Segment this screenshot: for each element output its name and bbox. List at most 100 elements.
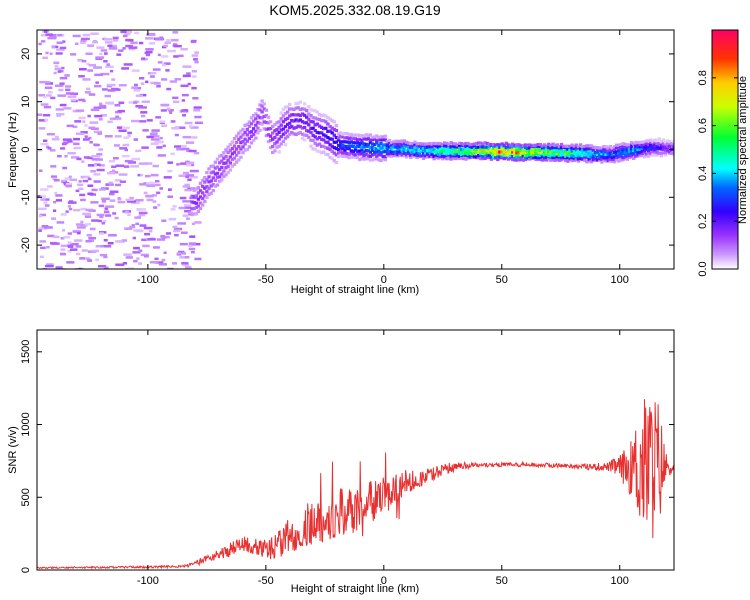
noise-cell	[47, 185, 53, 188]
ridge-cell	[583, 155, 587, 159]
ridge-cell	[640, 150, 644, 154]
ridge-cell	[651, 149, 655, 154]
ridge-cell	[564, 159, 568, 163]
noise-cell	[105, 183, 109, 186]
noise-cell	[168, 188, 172, 191]
snr-series-line	[37, 399, 674, 570]
noise-cell	[50, 149, 56, 152]
ridge-cell	[358, 145, 362, 149]
ridge-cell	[612, 145, 617, 149]
ridge-cell	[222, 156, 226, 160]
ridge-cell	[400, 147, 404, 151]
ridge-cell	[343, 131, 347, 135]
noise-cell	[124, 210, 129, 214]
noise-cell	[50, 165, 57, 168]
ridge-cell	[205, 178, 209, 182]
ridge-cell	[585, 147, 589, 151]
ridge-cell	[578, 149, 583, 153]
ridge-cell	[207, 192, 211, 197]
ridge-cell	[419, 142, 424, 146]
ridge-cell	[336, 147, 341, 152]
ridge-cell	[421, 153, 426, 157]
noise-cell	[69, 248, 78, 251]
ridge-cell	[506, 152, 511, 157]
noise-cell	[44, 86, 53, 89]
noise-cell	[104, 135, 113, 138]
ridge-cell	[262, 127, 266, 131]
ridge-cell	[400, 152, 404, 157]
ridge-cell	[528, 153, 532, 157]
noise-cell	[113, 157, 119, 160]
ridge-cell	[332, 146, 336, 150]
ridge-cell	[305, 109, 309, 113]
noise-cell	[163, 235, 170, 239]
noise-cell	[163, 251, 167, 254]
ridge-cell	[215, 171, 220, 175]
ridge-cell	[285, 129, 290, 133]
ridge-cell	[466, 154, 470, 158]
ridge-cell	[271, 131, 275, 135]
ridge-cell	[629, 151, 634, 155]
ridge-cell	[481, 155, 485, 159]
noise-cell	[40, 103, 49, 106]
ridge-cell	[302, 133, 307, 137]
ridge-cell	[309, 126, 313, 130]
ridge-cell	[409, 144, 413, 148]
ridge-cell	[498, 143, 502, 147]
noise-cell	[93, 163, 101, 166]
noise-cell	[177, 222, 186, 225]
noise-cell	[167, 161, 174, 164]
noise-cell	[93, 66, 102, 69]
noise-cell	[55, 199, 63, 202]
ridge-cell	[615, 146, 619, 150]
ridge-cell	[547, 150, 551, 154]
ridge-cell	[521, 150, 525, 155]
ridge-cell	[536, 156, 540, 160]
noise-cell	[54, 191, 58, 195]
ridge-cell	[534, 148, 538, 152]
noise-cell	[133, 246, 140, 250]
ridge-cell	[568, 144, 572, 148]
ridge-cell	[494, 143, 498, 147]
ridge-cell	[498, 150, 502, 154]
ridge-cell	[243, 142, 247, 146]
ridge-cell	[215, 183, 220, 187]
ridge-cell	[595, 150, 600, 154]
noise-cell	[62, 229, 66, 232]
ridge-cell	[606, 152, 610, 157]
ridge-cell	[440, 154, 445, 158]
noise-cell	[38, 127, 46, 130]
noise-cell	[67, 95, 77, 98]
ridge-cell	[353, 137, 358, 141]
noise-cell	[191, 70, 197, 73]
ridge-cell	[506, 149, 511, 153]
ridge-cell	[564, 149, 568, 153]
ridge-cell	[400, 143, 404, 147]
ridge-cell	[358, 141, 362, 146]
ridge-cell	[502, 148, 506, 152]
ridge-cell	[576, 153, 581, 158]
ridge-cell	[606, 149, 610, 153]
noise-cell	[89, 227, 96, 231]
ridge-cell	[445, 144, 449, 148]
ridge-cell	[256, 131, 260, 135]
x-tick-label: 100	[611, 274, 629, 286]
spectrogram-y-axis-title: Frequency (Hz)	[7, 112, 19, 188]
ridge-cell	[564, 152, 568, 156]
ridge-cell	[432, 147, 436, 151]
ridge-cell	[608, 148, 612, 152]
ridge-cell	[392, 140, 396, 144]
ridge-cell	[612, 155, 617, 159]
ridge-cell	[315, 130, 319, 135]
ridge-cell	[285, 116, 290, 120]
ridge-cell	[617, 146, 621, 150]
ridge-cell	[411, 154, 415, 158]
ridge-cell	[296, 113, 300, 117]
ridge-cell	[271, 137, 275, 141]
ridge-cell	[370, 148, 375, 152]
ridge-cell	[506, 145, 511, 149]
ridge-cell	[298, 107, 302, 112]
ridge-cell	[438, 152, 443, 156]
noise-cell	[152, 68, 161, 71]
noise-cell	[80, 198, 86, 202]
